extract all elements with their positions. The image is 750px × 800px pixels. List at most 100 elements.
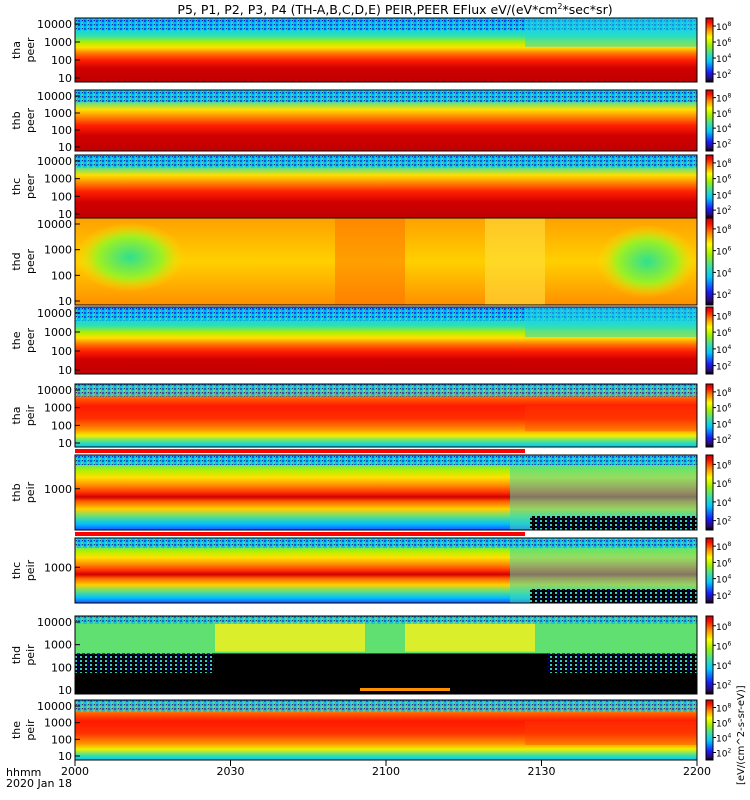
panel-species-label: peir (24, 644, 37, 666)
panel-thc-peer: 10000 1000 100 10 thc peer 102 104 106 108 (10, 154, 731, 221)
colorbar-tick-label: 102 (716, 289, 731, 301)
y-tick-label: 10000 (37, 384, 72, 397)
panel-species-label: peer (24, 108, 37, 134)
panel-spectrum-band (525, 18, 697, 47)
panel-species-label: peir (24, 404, 37, 426)
y-tick-label: 1000 (44, 402, 72, 415)
y-tick-label: 100 (51, 124, 72, 137)
colorbar-tick-label: 104 (716, 53, 731, 65)
y-tick-label: 10 (58, 72, 72, 85)
x-tick-label: 2000 (61, 765, 89, 778)
colorbar-tick-label: 108 (716, 21, 731, 33)
y-tick-label: 10000 (37, 155, 72, 168)
panel-frame (74, 89, 698, 152)
panel-feature (75, 449, 525, 453)
colorbar-tick-label: 106 (716, 174, 731, 186)
colorbar-tick-label: 102 (716, 516, 731, 528)
x-axis-date-label: 2020 Jan 18 (6, 777, 72, 790)
colorbar-tick-label: 106 (716, 108, 731, 120)
y-tick-label: 100 (51, 661, 72, 674)
panel-frame (74, 306, 698, 375)
colorbar (705, 154, 714, 219)
colorbar-tick-label: 104 (716, 418, 731, 430)
panel-the-peir: 10000 1000 100 10 the peir 102 104 106 108 (10, 699, 731, 763)
panel-probe-label: the (10, 721, 23, 739)
panel-probe-label: thc (10, 178, 23, 195)
colorbar-tick-label: 106 (716, 37, 731, 49)
panel-frame (74, 615, 698, 695)
y-tick-label: 100 (51, 733, 72, 746)
colorbar (705, 217, 714, 306)
y-tick-label: 100 (51, 54, 72, 67)
panel-species-label: peir (24, 719, 37, 741)
x-axis: 2000 2030 2100 2130 2200 (61, 760, 711, 778)
colorbar-tick-label: 104 (716, 733, 731, 745)
colorbar-tick-label: 108 (716, 387, 731, 399)
panel-noise (530, 589, 697, 603)
y-tick-label: 1000 (44, 173, 72, 186)
panel-thd-peir: 10000 1000 100 10 thd peir 102 104 106 108 (10, 615, 731, 697)
panel-species-label: peer (24, 37, 37, 63)
y-tick-label: 100 (51, 345, 72, 358)
y-tick-label: 100 (51, 269, 72, 282)
colorbar-tick-label: 104 (716, 497, 731, 509)
colorbar-tick-label: 104 (716, 344, 731, 356)
y-tick-label: 10000 (37, 616, 72, 629)
panel-spectrum-blob (597, 224, 697, 299)
panel-the-peer: 10000 1000 100 10 the peer 102 104 106 108 (10, 306, 731, 377)
colorbar (705, 699, 714, 761)
y-tick-label: 100 (51, 190, 72, 203)
y-tick-label: 10 (58, 295, 72, 308)
colorbar-tick-label: 102 (716, 205, 731, 217)
colorbar-tick-label: 102 (716, 590, 731, 602)
colorbar-tick-label: 102 (716, 748, 731, 760)
panel-spectrum-band (525, 406, 697, 432)
colorbar-tick-label: 102 (716, 138, 731, 150)
y-tick-label: 10000 (37, 90, 72, 103)
panel-species-label: peer (24, 328, 37, 354)
panel-frame (74, 454, 698, 531)
colorbar (705, 17, 714, 83)
colorbar-tick-label: 106 (716, 403, 731, 415)
panel-feature (75, 532, 525, 536)
colorbar-tick-label: 106 (716, 246, 731, 258)
colorbar-tick-label: 102 (716, 434, 731, 446)
y-tick-label: 10 (58, 364, 72, 377)
panel-frame (74, 17, 698, 83)
colorbar (705, 89, 714, 152)
panel-probe-label: thd (10, 252, 23, 270)
panel-noise (530, 516, 697, 530)
panel-noise (75, 455, 697, 465)
y-tick-label: 10 (58, 437, 72, 450)
panel-noise (75, 616, 697, 624)
colorbar-tick-label: 102 (716, 69, 731, 81)
panel-spectrum-band (335, 218, 405, 305)
panel-feature (360, 688, 450, 691)
panel-thb-peir: 1000 thb peir 102 104 106 108 (10, 449, 731, 531)
colorbar-tick-label: 106 (716, 718, 731, 730)
y-tick-label: 1000 (44, 244, 72, 257)
y-tick-label: 10000 (37, 700, 72, 713)
y-tick-label: 1000 (44, 717, 72, 730)
y-tick-label: 1000 (44, 483, 72, 496)
panel-probe-label: thc (10, 562, 23, 579)
panel-noise (75, 155, 697, 168)
panel-noise (75, 90, 697, 103)
panel-thb-peer: 10000 1000 100 10 thb peer 102 104 106 108 (10, 89, 731, 154)
colorbar-tick-label: 104 (716, 123, 731, 135)
y-tick-label: 1000 (44, 639, 72, 652)
y-tick-label: 10 (58, 684, 72, 697)
x-tick-label: 2200 (683, 765, 711, 778)
y-tick-label: 100 (51, 419, 72, 432)
y-tick-label: 10 (58, 750, 72, 763)
colorbar (705, 383, 714, 448)
panel-frame (74, 217, 698, 306)
panel-species-label: peer (24, 174, 37, 200)
colorbar-tick-label: 108 (716, 459, 731, 471)
colorbar-tick-label: 108 (716, 541, 731, 553)
panel-probe-label: tha (10, 41, 23, 59)
panel-noise (547, 653, 697, 673)
colorbar (705, 537, 714, 604)
